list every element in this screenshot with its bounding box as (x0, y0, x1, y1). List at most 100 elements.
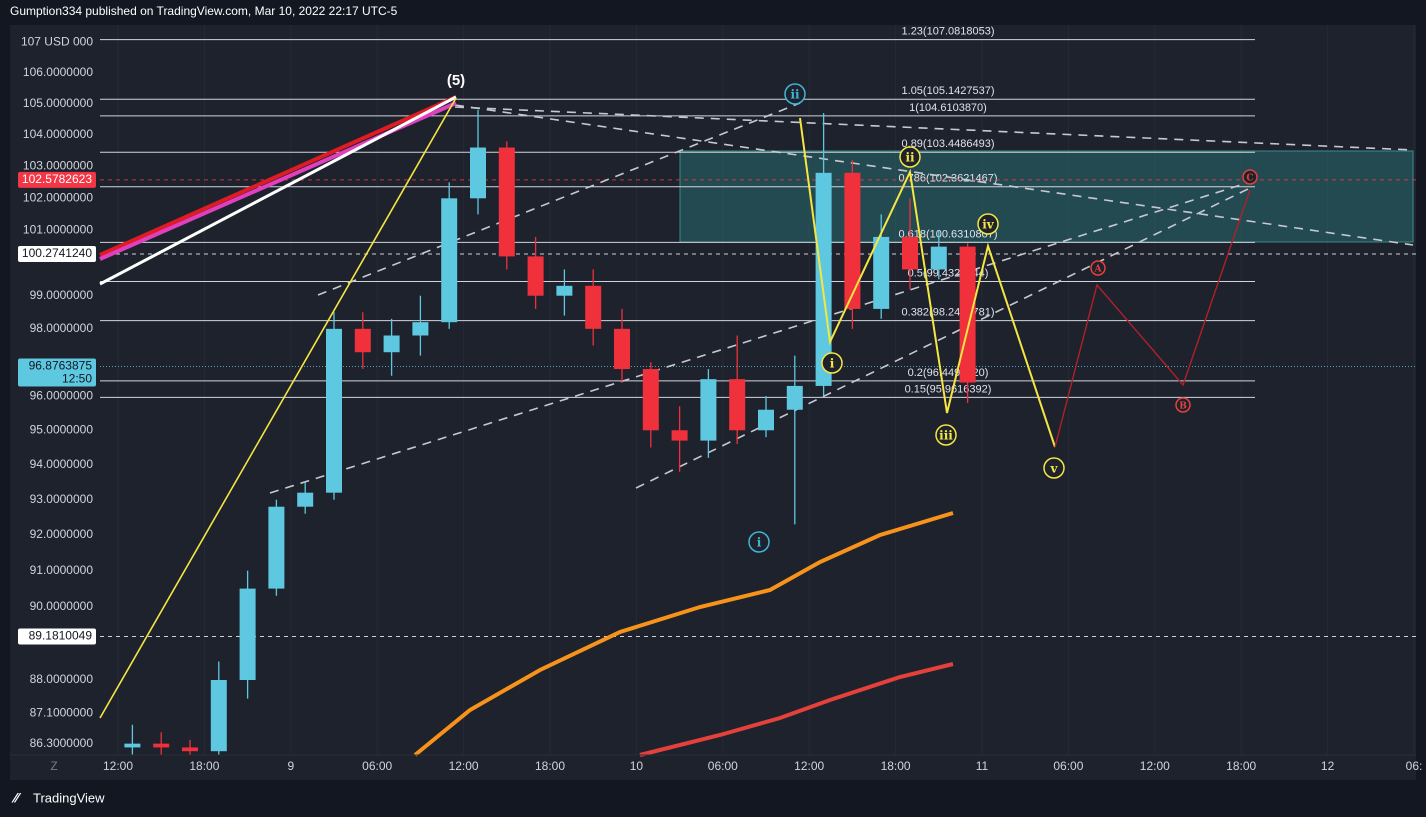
channel-line (317, 102, 801, 296)
moving-average (639, 662, 954, 757)
y-tick-label: 99.0000000 (30, 288, 94, 302)
trend-line (99, 95, 457, 257)
x-tick-label: 11 (976, 759, 989, 773)
wave-label: ii (905, 151, 915, 165)
x-tick-label: 06: (1406, 759, 1423, 773)
wave-label: ii (790, 88, 800, 102)
wave-label: iv (982, 218, 995, 232)
candle-body (786, 385, 803, 410)
price-badge-label: 102.5782623 (22, 172, 92, 186)
fib-label: 0.15(95.9616392) (905, 383, 992, 395)
brand-name: TradingView (33, 790, 105, 805)
wave-circle (821, 352, 843, 374)
y-tick-label: 91.0000000 (30, 563, 94, 577)
wave-circle (977, 213, 999, 235)
x-tick-label: 12:00 (794, 759, 824, 773)
trend-line (99, 95, 457, 286)
x-tick-label: 9 (287, 759, 294, 773)
price-badge (18, 358, 96, 387)
wave-label: iii (939, 429, 953, 443)
y-tick-label: 90.0000000 (30, 599, 94, 613)
candle-body (585, 285, 602, 329)
price-badge-label: 89.1810049 (29, 629, 93, 643)
x-tick-label: 12:00 (449, 759, 479, 773)
candle-body (729, 379, 746, 431)
candle-body (210, 679, 227, 752)
fib-label: 0.618(100.6310807) (898, 228, 997, 240)
candle-body (758, 409, 774, 431)
channel-line (269, 181, 1251, 494)
fib-label: 1.23(107.0818053) (902, 26, 995, 38)
candle-body (412, 322, 429, 336)
y-tick-label: 98.0000000 (30, 321, 94, 335)
price-badge-time: 12:50 (62, 372, 92, 386)
candle-body (498, 147, 515, 257)
y-tick-label: 94.0000000 (30, 457, 94, 471)
wave-circle (1090, 260, 1106, 276)
price-badge (18, 171, 96, 188)
channel-lines (269, 102, 1414, 494)
y-tick-label: 87.1000000 (30, 706, 94, 720)
fib-label: 0.382(98.2486781) (902, 306, 995, 318)
y-tick-label: 96.0000000 (30, 388, 94, 402)
candle-body (873, 236, 890, 309)
x-tick-label: 18:00 (881, 759, 911, 773)
y-axis: 107 USD 000 106.0000000 105.0000000 104.000… (21, 34, 93, 749)
x-tick-label: 06:00 (362, 759, 392, 773)
candle-body (470, 147, 486, 199)
x-axis: 12:00 18:00 9 06:00 12:00 18:00 10 06:00 12:00 18… (103, 759, 1422, 773)
x-tick-label: 18:00 (535, 759, 565, 773)
price-badge (18, 245, 96, 262)
wave-circle (1242, 169, 1258, 185)
timezone: Z (50, 759, 57, 773)
wave-label: B (1179, 402, 1187, 412)
candle-body (959, 246, 976, 383)
y-tick-label: 106.0000000 (23, 65, 93, 79)
wave-circle (935, 424, 957, 446)
wave-label: (5) (447, 72, 465, 89)
y-tick-label: 86.3000000 (30, 736, 94, 750)
brand-logo: ⁄⁄ (11, 790, 21, 806)
y-tick-label: 102.0000000 (23, 190, 93, 204)
y-tick-label: 105.0000000 (23, 96, 93, 110)
candle-body (930, 246, 947, 270)
x-tick-label: 18:00 (189, 759, 219, 773)
candle-body (671, 430, 688, 441)
channel-line (454, 104, 1414, 246)
fib-label: 1(104.6103870) (909, 102, 987, 114)
y-tick-label: 95.0000000 (30, 422, 94, 436)
candle-body (124, 743, 141, 748)
candle-body (441, 198, 458, 323)
candles (124, 109, 976, 755)
candle-body (844, 172, 861, 309)
candle-body (239, 588, 256, 680)
candle-body (700, 379, 717, 441)
y-tick-label: 107 USD 000 (21, 34, 93, 48)
candle-body (268, 506, 285, 589)
y-tick-label: 88.0000000 (30, 672, 94, 686)
fib-label: 1.05(105.1427537) (902, 85, 995, 97)
y-tick-label: 101.0000000 (23, 223, 93, 237)
x-tick-label: 06:00 (708, 759, 738, 773)
x-tick-label: 18:00 (1226, 759, 1256, 773)
x-tick-label: 12 (1321, 759, 1335, 773)
wave-circle (1043, 457, 1065, 479)
candle-body (902, 236, 918, 270)
price-badge-label: 100.2741240 (22, 246, 92, 260)
wave-label: i (830, 357, 835, 371)
wave-circle (748, 531, 770, 553)
fib-label: 0.786(102.3621467) (898, 173, 997, 185)
candle-body (326, 328, 342, 493)
y-tick-label: 103.0000000 (23, 159, 93, 173)
wave-circle (899, 146, 921, 168)
candle-body (383, 335, 400, 353)
candle-body (556, 285, 573, 296)
wave-label: v (1050, 462, 1059, 476)
price-lines (100, 179, 1416, 637)
wave-label: C (1246, 174, 1253, 184)
y-tick-label: 92.0000000 (30, 527, 94, 541)
candle-body (153, 743, 170, 748)
